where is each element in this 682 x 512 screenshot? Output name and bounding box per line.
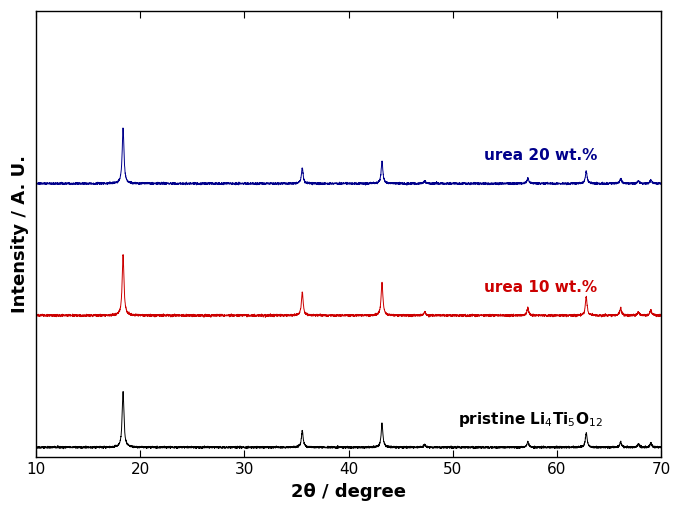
Y-axis label: Intensity / A. U.: Intensity / A. U. [11,155,29,313]
Text: pristine Li$_4$Ti$_5$O$_{12}$: pristine Li$_4$Ti$_5$O$_{12}$ [458,410,603,429]
X-axis label: 2θ / degree: 2θ / degree [291,483,406,501]
Text: urea 10 wt.%: urea 10 wt.% [484,280,597,295]
Text: urea 20 wt.%: urea 20 wt.% [484,148,597,163]
